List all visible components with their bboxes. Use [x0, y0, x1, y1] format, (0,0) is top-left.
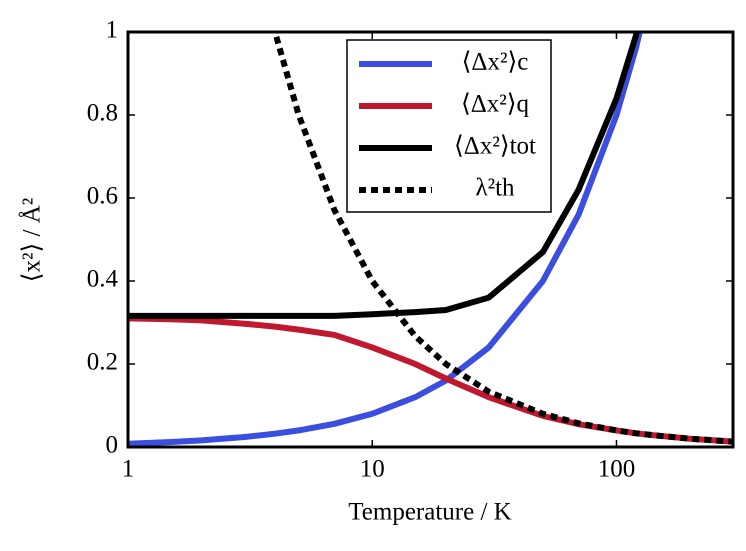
- legend-label: ⟨Δx²⟩tot: [454, 133, 536, 160]
- plot-frame: [126, 30, 735, 449]
- y-axis-label: ⟨x²⟩ / Å²: [19, 198, 46, 283]
- x-axis-label: Temperature / K: [348, 499, 511, 526]
- legend-box: [346, 39, 552, 213]
- y-tick-label: 0.2: [87, 349, 118, 376]
- line-series: [128, 32, 643, 447]
- y-tick-label: 0.6: [87, 183, 118, 210]
- y-tick-label: 1: [106, 17, 119, 44]
- x-tick-label: 1: [122, 456, 135, 483]
- line-series: [128, 32, 640, 319]
- plot-area: [128, 32, 733, 447]
- y-tick-label: 0.8: [87, 100, 118, 127]
- x-tick-label: 100: [598, 456, 636, 483]
- legend-label: ⟨Δx²⟩q: [461, 91, 530, 118]
- legend-label: ⟨Δx²⟩c: [462, 49, 529, 76]
- line-series: [271, 32, 733, 445]
- x-tick-label: 10: [360, 456, 385, 483]
- y-tick-label: 0.4: [87, 266, 119, 293]
- legend-label: λ²th: [475, 175, 515, 202]
- y-tick-label: 0: [106, 432, 119, 459]
- line-series: [128, 315, 733, 445]
